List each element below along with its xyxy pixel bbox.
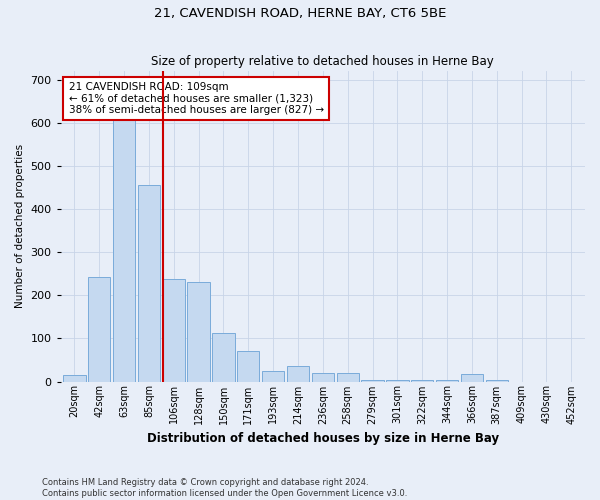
Bar: [461, 374, 483, 382]
Text: Contains HM Land Registry data © Crown copyright and database right 2024.
Contai: Contains HM Land Registry data © Crown c…: [42, 478, 407, 498]
X-axis label: Distribution of detached houses by size in Herne Bay: Distribution of detached houses by size …: [147, 432, 499, 445]
Bar: [187, 282, 210, 382]
Bar: [361, 380, 384, 382]
Bar: [337, 373, 359, 382]
Bar: [311, 373, 334, 382]
Bar: [163, 280, 185, 382]
Bar: [113, 120, 135, 382]
Bar: [287, 366, 309, 382]
Bar: [262, 370, 284, 382]
Y-axis label: Number of detached properties: Number of detached properties: [15, 144, 25, 308]
Text: 21 CAVENDISH ROAD: 109sqm
← 61% of detached houses are smaller (1,323)
38% of se: 21 CAVENDISH ROAD: 109sqm ← 61% of detac…: [68, 82, 323, 115]
Bar: [88, 277, 110, 382]
Title: Size of property relative to detached houses in Herne Bay: Size of property relative to detached ho…: [151, 56, 494, 68]
Bar: [237, 352, 259, 382]
Text: 21, CAVENDISH ROAD, HERNE BAY, CT6 5BE: 21, CAVENDISH ROAD, HERNE BAY, CT6 5BE: [154, 8, 446, 20]
Bar: [436, 380, 458, 382]
Bar: [485, 380, 508, 382]
Bar: [411, 380, 433, 382]
Bar: [386, 380, 409, 382]
Bar: [212, 333, 235, 382]
Bar: [138, 186, 160, 382]
Bar: [63, 375, 86, 382]
